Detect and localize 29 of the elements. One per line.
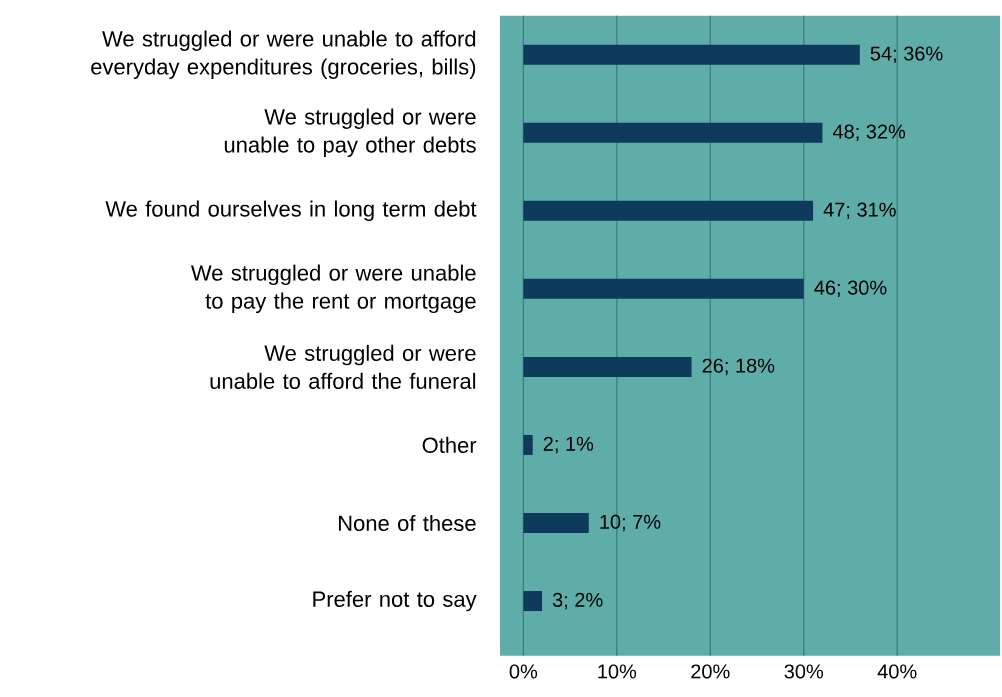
bar xyxy=(523,278,804,299)
data-label: 3; 2% xyxy=(552,592,603,610)
bar xyxy=(523,122,823,143)
bar xyxy=(523,591,543,612)
data-label: 2; 1% xyxy=(543,436,594,454)
bar xyxy=(523,356,692,377)
data-label: 46; 30% xyxy=(814,280,887,298)
x-tick-label: 20% xyxy=(691,664,730,679)
y-tick-label: Other xyxy=(422,436,477,454)
data-label: 48; 32% xyxy=(832,124,906,141)
y-tick-label: None of these xyxy=(338,514,476,532)
bar xyxy=(523,512,589,533)
y-tick-label: We struggled or were unable to pay other debts xyxy=(224,108,476,157)
y-tick-label: We struggled or were unable to pay the rent or mortgage xyxy=(190,264,476,314)
y-tick-label: Prefer not to say xyxy=(313,590,477,612)
x-tick-label: 0% xyxy=(509,664,538,679)
x-tick-label: 40% xyxy=(877,664,917,679)
x-tick-label: 10% xyxy=(598,664,637,679)
y-tick-label: We struggled or were unable to afford the funeral xyxy=(210,344,476,389)
bar xyxy=(523,434,533,455)
bar xyxy=(523,200,814,221)
data-label: 47; 31% xyxy=(823,202,896,220)
y-tick-label: We struggled or were unable to afford everyday expenditures (groceries, bills) xyxy=(91,30,476,79)
data-label: 10; 7% xyxy=(600,514,661,532)
data-label: 26; 18% xyxy=(702,358,775,376)
bar xyxy=(523,44,860,65)
data-label: 54; 36% xyxy=(870,46,943,63)
x-tick-label: 30% xyxy=(784,664,824,679)
y-tick-label: We found ourselves in long term debt xyxy=(105,200,477,222)
